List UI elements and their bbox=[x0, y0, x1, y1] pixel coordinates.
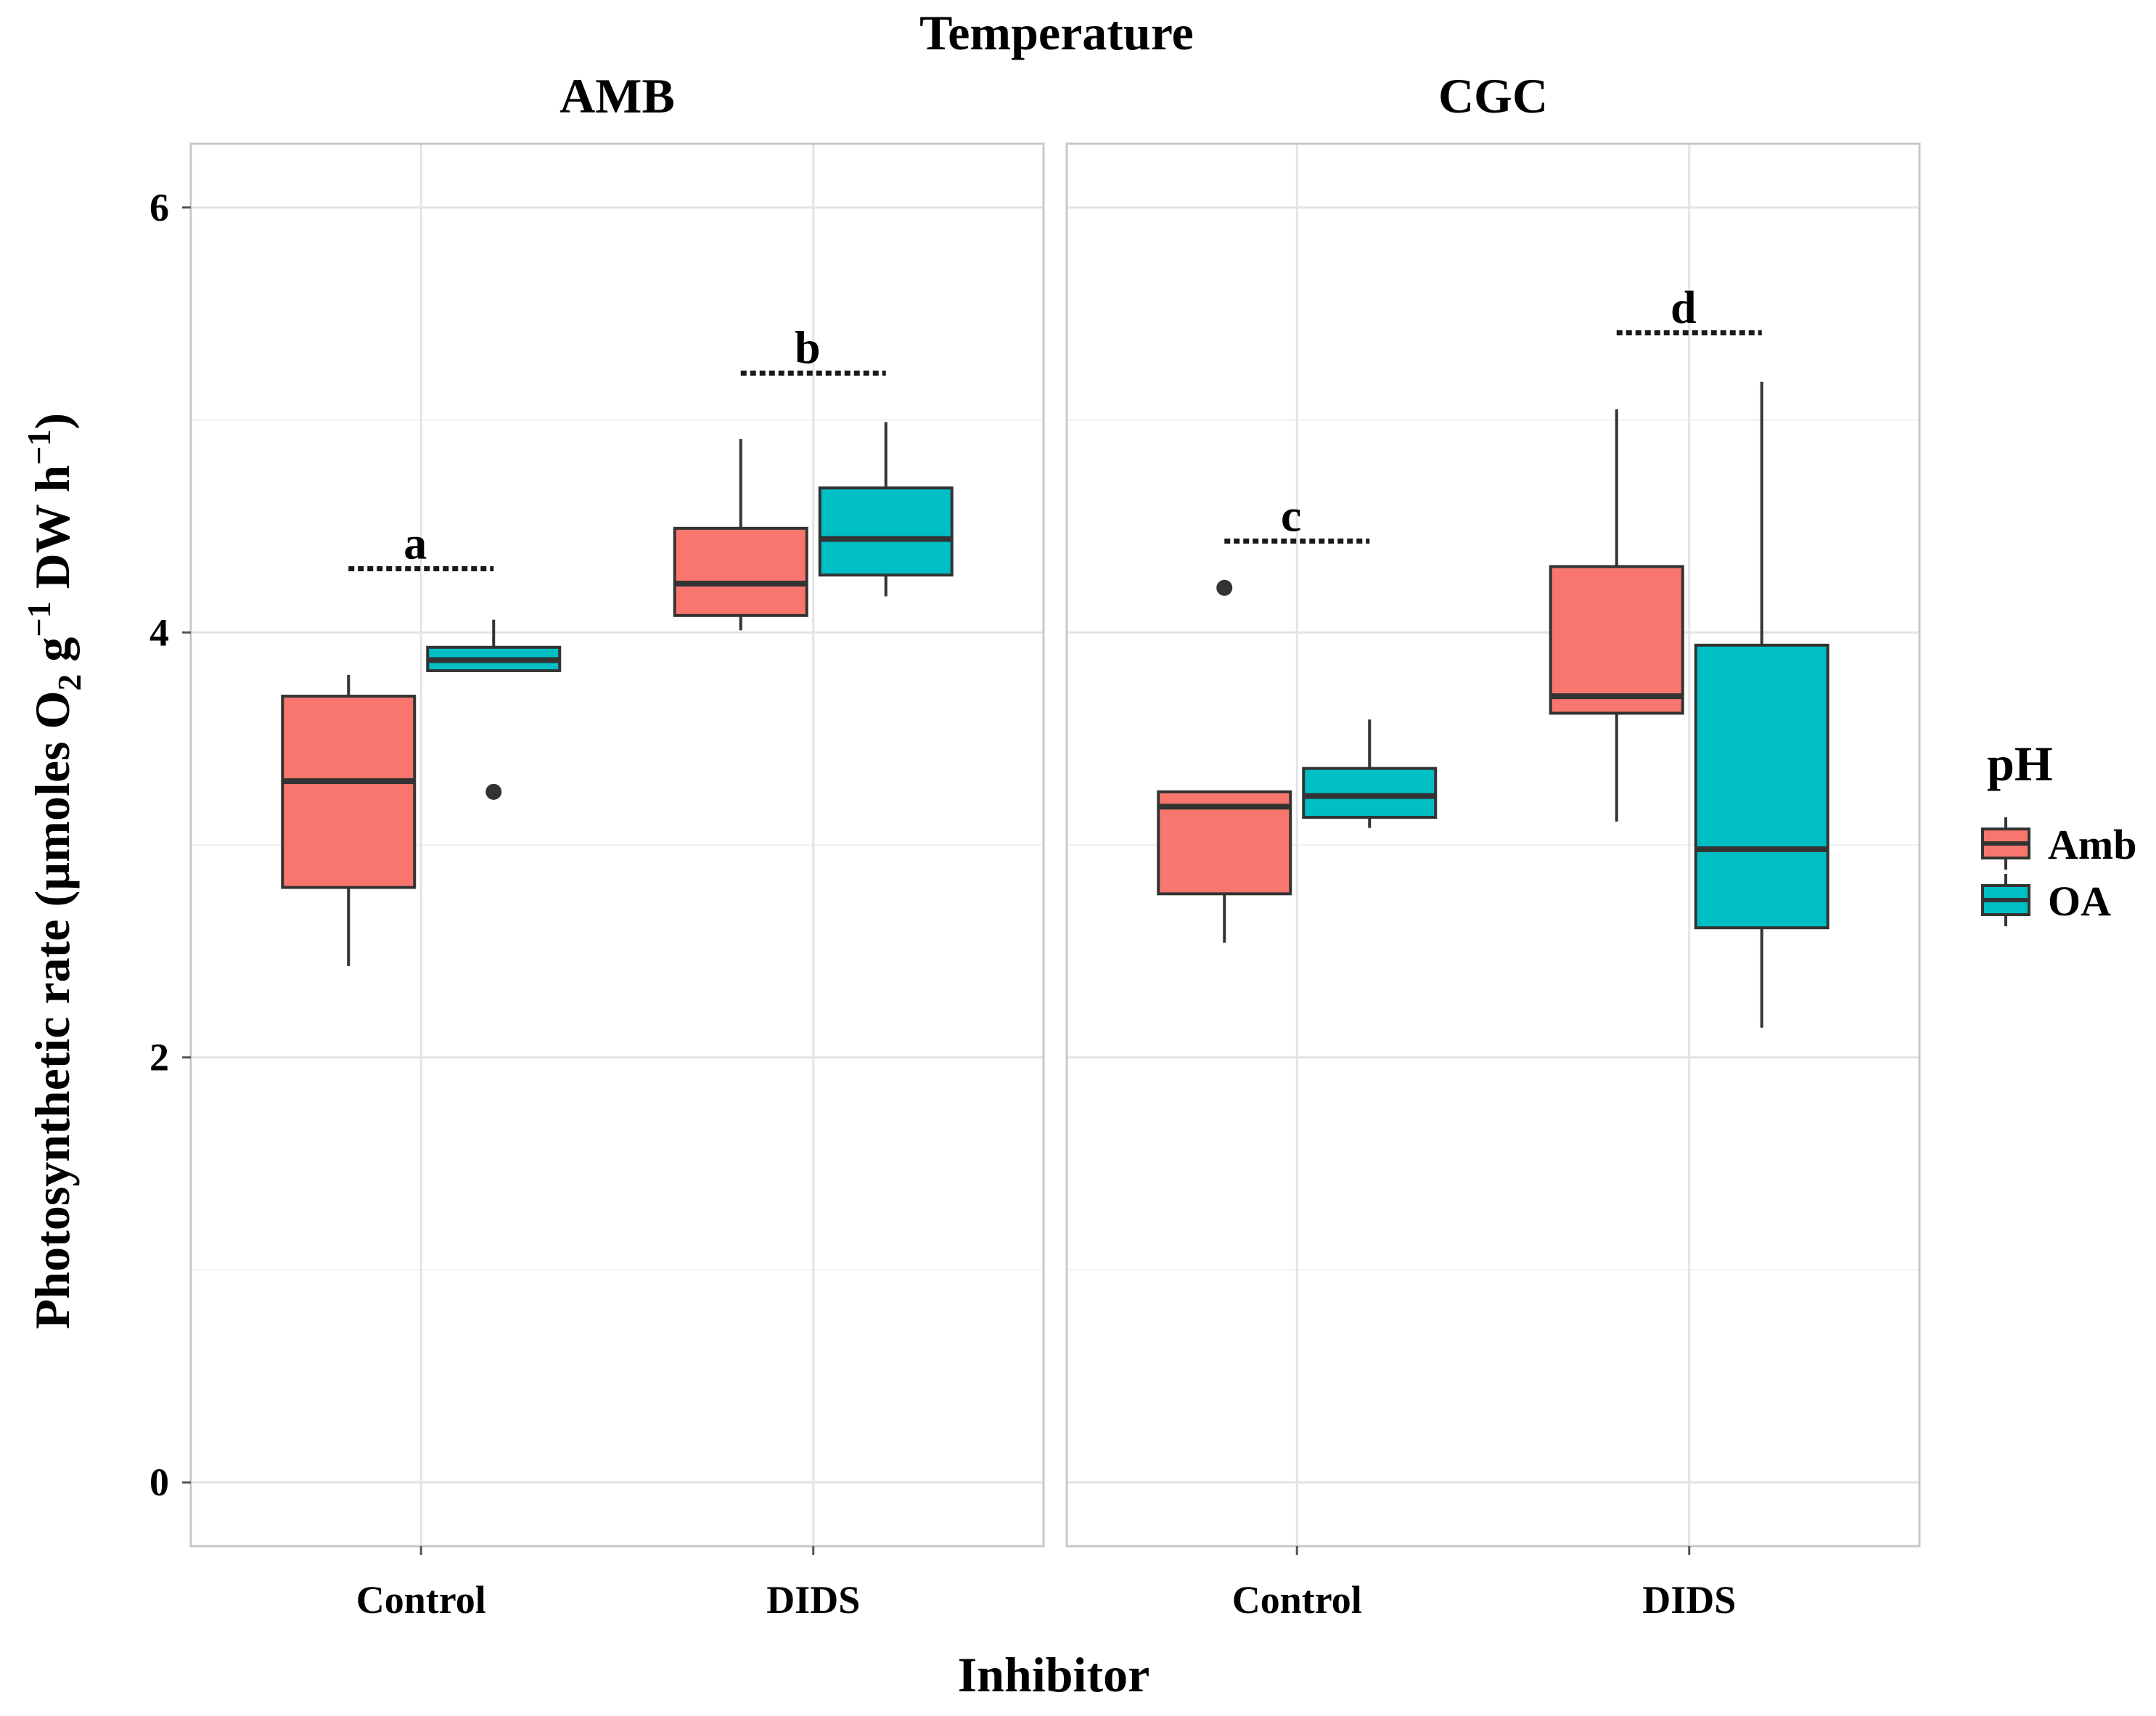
legend: pH Amb OA bbox=[1981, 736, 2136, 926]
x-tick-label: Control bbox=[1232, 1578, 1362, 1622]
legend-item-oa: OA bbox=[1981, 874, 2111, 926]
x-tick-label: DIDS bbox=[766, 1578, 860, 1622]
legend-title: pH bbox=[1987, 736, 2053, 791]
y-axis-title-close: ) bbox=[25, 413, 80, 430]
y-axis-title-unit-2: DW h bbox=[25, 465, 80, 602]
y-tick-label: 6 bbox=[149, 186, 169, 229]
box-amb bbox=[1157, 579, 1292, 943]
y-tick-label: 4 bbox=[149, 610, 169, 654]
box-oa bbox=[426, 619, 562, 800]
group-dids: DIDS b bbox=[673, 322, 954, 1622]
box-iqr bbox=[1302, 767, 1438, 819]
legend-label: Amb bbox=[2048, 821, 2136, 868]
x-tick-label: DIDS bbox=[1642, 1578, 1736, 1622]
box-iqr bbox=[1549, 565, 1684, 715]
box-oa bbox=[1302, 719, 1438, 828]
y-axis-title-subscript: 2 bbox=[51, 674, 88, 691]
box-amb bbox=[281, 674, 417, 966]
y-axis-title-superscript-2: −1 bbox=[20, 429, 57, 465]
significance-letter: a bbox=[403, 517, 427, 568]
panel-title: CGC bbox=[1438, 68, 1548, 123]
panel-border bbox=[189, 142, 1045, 1548]
y-axis-title-unit: g bbox=[25, 637, 80, 674]
significance-letter: c bbox=[1281, 489, 1301, 541]
box-amb bbox=[1549, 409, 1684, 822]
y-axis-title: Photosynthetic rate (µmoles O2 g−1 DW h−… bbox=[20, 413, 88, 1329]
group-dids: DIDS d bbox=[1549, 282, 1829, 1622]
outlier-point bbox=[485, 783, 502, 800]
box-oa bbox=[818, 422, 954, 597]
y-axis-title-main: Photosynthetic rate (µmoles O bbox=[25, 691, 80, 1330]
y-tick-label: 0 bbox=[149, 1460, 169, 1504]
box-oa bbox=[1694, 381, 1829, 1028]
legend-item-amb: Amb bbox=[1981, 817, 2136, 870]
panel-title: AMB bbox=[560, 68, 675, 123]
legend-items: Amb OA bbox=[1981, 817, 2136, 926]
facet-title: Temperature bbox=[919, 5, 1194, 60]
x-tick-label: Control bbox=[356, 1578, 486, 1622]
y-axis-title-superscript-1: −1 bbox=[20, 601, 57, 637]
box-amb bbox=[673, 438, 808, 631]
significance-letter: d bbox=[1671, 282, 1697, 333]
x-axis-title: Inhibitor bbox=[958, 1647, 1150, 1702]
box-iqr bbox=[818, 486, 954, 577]
box-iqr bbox=[281, 695, 417, 889]
box-iqr bbox=[1694, 643, 1829, 930]
panels: AMB 0 2 4 6 Control a DIDS b CGC Control c DIDS d bbox=[149, 68, 1921, 1622]
panel-border bbox=[1065, 142, 1921, 1548]
legend-label: OA bbox=[2048, 878, 2111, 925]
outlier-point bbox=[1216, 579, 1233, 596]
panel-amb: AMB 0 2 4 6 Control a DIDS b bbox=[149, 68, 1045, 1622]
group-control: Control a bbox=[281, 517, 562, 1622]
significance-letter: b bbox=[795, 322, 821, 373]
y-tick-label: 2 bbox=[149, 1036, 169, 1079]
panel-cgc: CGC Control c DIDS d bbox=[1065, 68, 1921, 1622]
box-iqr bbox=[673, 526, 808, 617]
group-control: Control c bbox=[1157, 489, 1438, 1622]
